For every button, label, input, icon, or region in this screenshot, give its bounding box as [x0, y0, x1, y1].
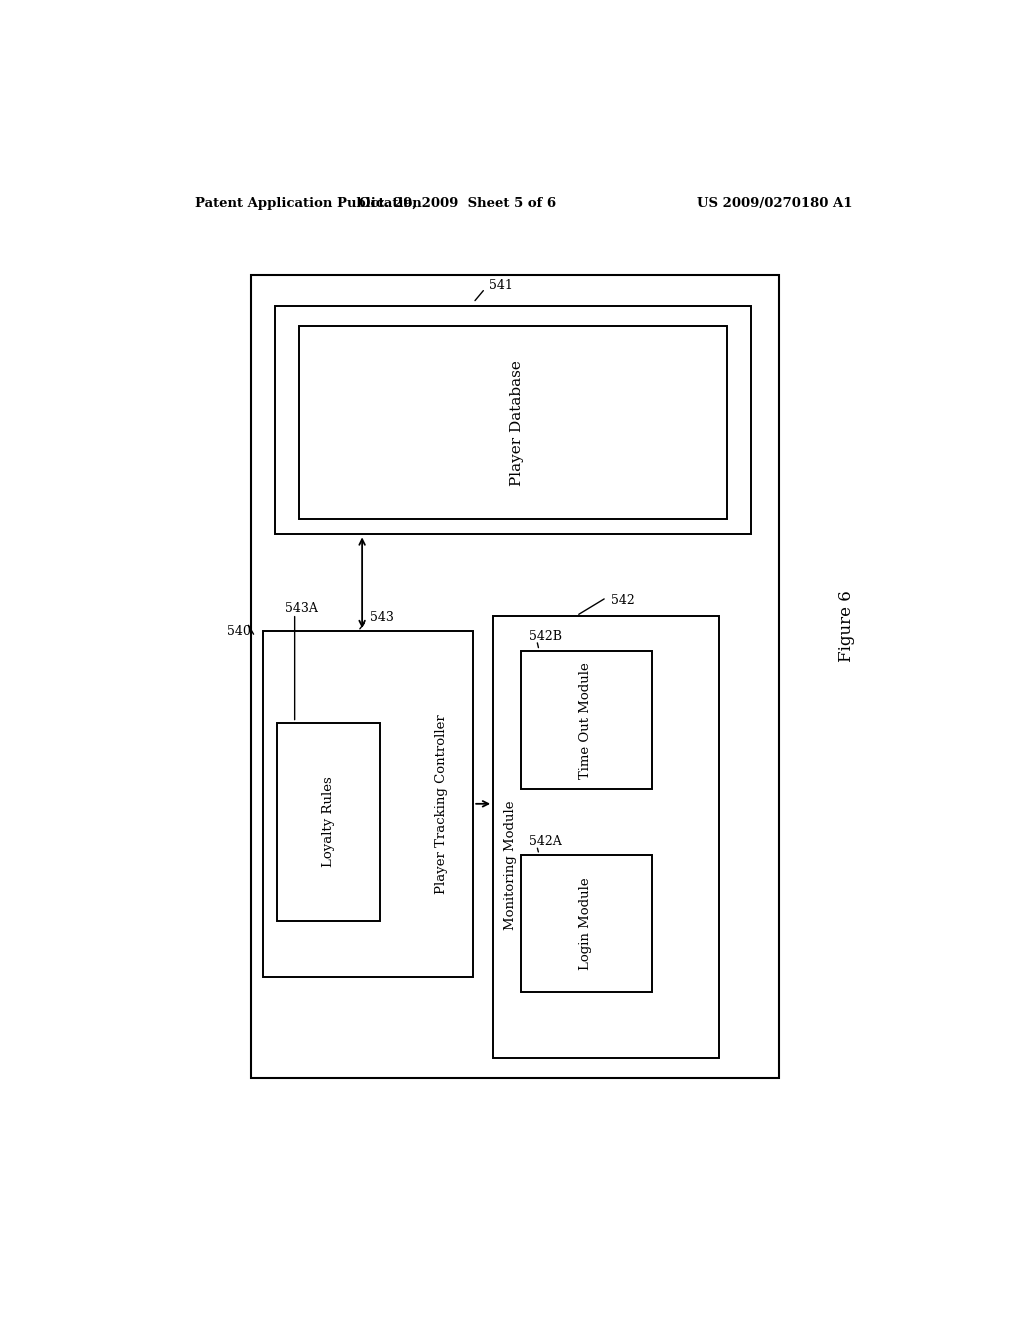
- Text: Login Module: Login Module: [580, 878, 593, 970]
- Text: Patent Application Publication: Patent Application Publication: [196, 197, 422, 210]
- Bar: [263, 631, 473, 977]
- Text: Player Tracking Controller: Player Tracking Controller: [435, 714, 447, 894]
- Bar: [274, 306, 751, 535]
- Text: US 2009/0270180 A1: US 2009/0270180 A1: [697, 197, 853, 210]
- Bar: [251, 276, 778, 1078]
- Text: Oct. 29, 2009  Sheet 5 of 6: Oct. 29, 2009 Sheet 5 of 6: [358, 197, 556, 210]
- Bar: [521, 854, 652, 991]
- Text: 542A: 542A: [528, 836, 561, 847]
- Text: Player Database: Player Database: [510, 360, 524, 486]
- Text: Loyalty Rules: Loyalty Rules: [323, 776, 335, 867]
- Text: 541: 541: [489, 279, 513, 292]
- Text: 540: 540: [227, 624, 251, 638]
- Bar: [494, 615, 719, 1057]
- Bar: [299, 326, 727, 519]
- Bar: [521, 651, 652, 788]
- Bar: [278, 722, 380, 921]
- Text: 542: 542: [610, 594, 634, 607]
- Text: Monitoring Module: Monitoring Module: [504, 800, 517, 929]
- Text: Figure 6: Figure 6: [838, 590, 855, 661]
- Text: 543A: 543A: [285, 602, 318, 615]
- Text: Time Out Module: Time Out Module: [580, 663, 593, 779]
- Text: 542B: 542B: [528, 630, 562, 643]
- Text: 543: 543: [370, 611, 394, 624]
